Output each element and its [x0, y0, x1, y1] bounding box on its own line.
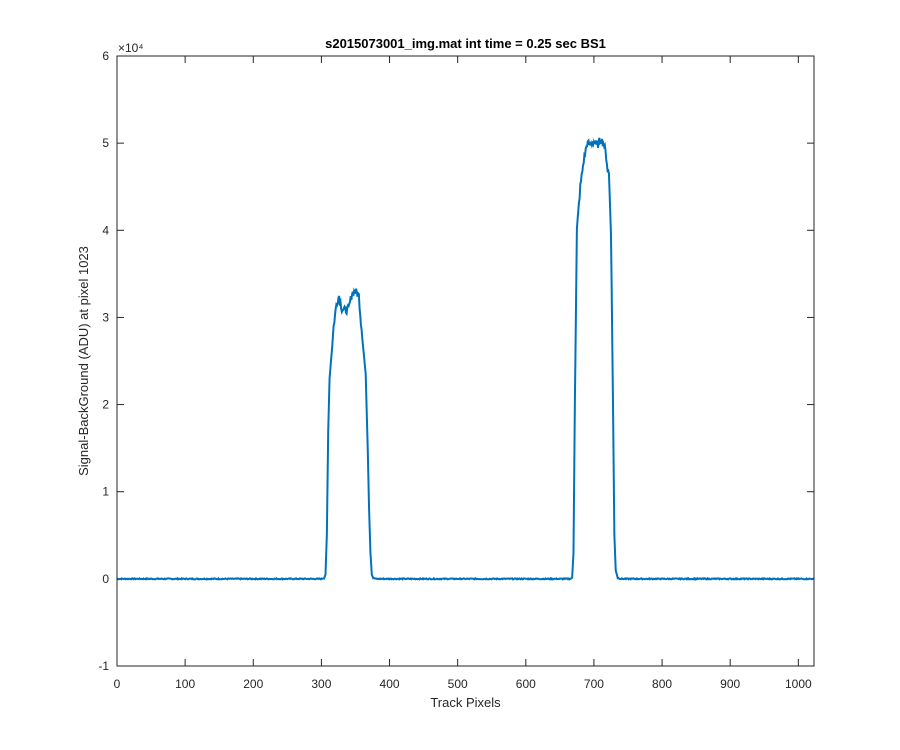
x-tick-label: 800: [652, 677, 672, 691]
y-tick-label: 2: [102, 398, 109, 412]
x-tick-label: 700: [584, 677, 604, 691]
x-tick-label: 1000: [785, 677, 812, 691]
axes-background: [117, 56, 814, 666]
y-tick-label: -1: [98, 659, 109, 673]
x-tick-label: 300: [311, 677, 331, 691]
y-tick-labels: -1 0 1 2 3 4 5 6: [98, 49, 109, 673]
y-tick-label: 5: [102, 136, 109, 150]
y-tick-label: 6: [102, 49, 109, 63]
y-tick-label: 1: [102, 485, 109, 499]
chart-title: s2015073001_img.mat int time = 0.25 sec …: [325, 36, 606, 51]
x-tick-labels: 0 100 200 300 400 500 600 700 800 900 1000: [114, 677, 812, 691]
x-tick-label: 900: [720, 677, 740, 691]
x-tick-label: 0: [114, 677, 121, 691]
x-tick-label: 200: [243, 677, 263, 691]
y-tick-label: 3: [102, 310, 109, 324]
y-tick-label: 0: [102, 572, 109, 586]
y-exponent-label: ×10⁴: [118, 41, 144, 55]
x-tick-label: 100: [175, 677, 195, 691]
x-tick-label: 400: [380, 677, 400, 691]
x-tick-label: 500: [448, 677, 468, 691]
series-line: [116, 137, 815, 581]
y-axis-label: Signal-BackGround (ADU) at pixel 1023: [76, 246, 91, 476]
x-axis-label: Track Pixels: [430, 695, 501, 710]
axes-box: [116, 55, 815, 667]
y-tick-label: 4: [102, 223, 109, 237]
x-tick-label: 600: [516, 677, 536, 691]
